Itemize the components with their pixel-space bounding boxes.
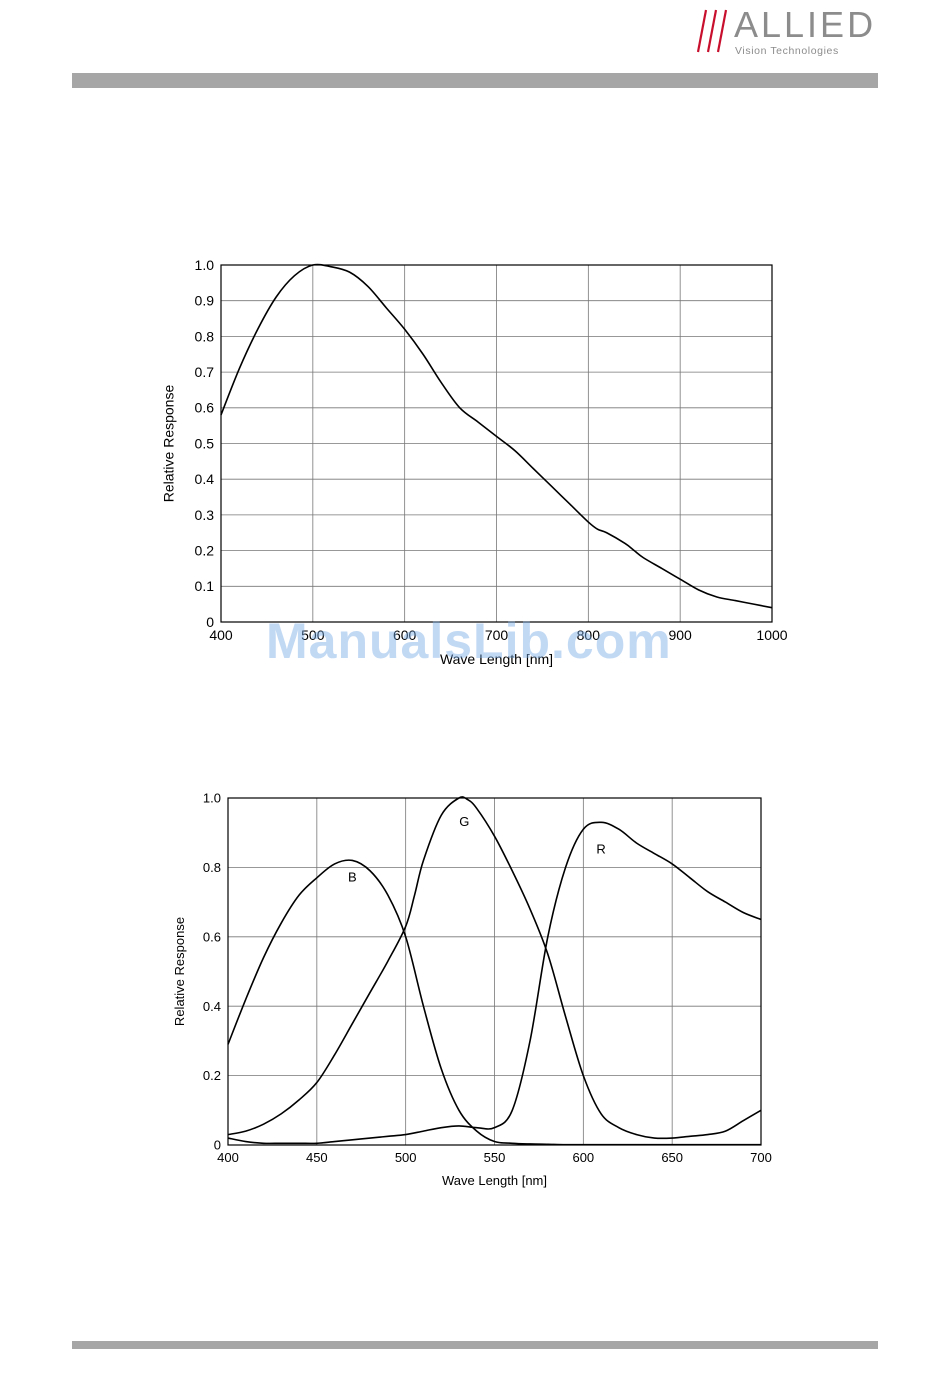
chart-2-xtick-4: 600	[572, 1150, 594, 1165]
chart-1-xtick-0: 400	[209, 627, 233, 643]
chart-1-xtick-3: 700	[485, 627, 509, 643]
color-spectral-response-chart: 400 450 500 550 600 650 700 0 0.2 0.4 0.6 0.8 1.0 Wav…	[172, 791, 772, 1188]
chart-1-xtick-6: 1000	[756, 627, 787, 643]
chart-1-series-0-line	[220, 263, 773, 609]
chart-2-ytick-5: 1.0	[203, 791, 221, 806]
chart-1-ytick-1: 0.1	[195, 578, 215, 594]
chart-2-xtick-6: 700	[750, 1150, 772, 1165]
header-bar	[72, 73, 878, 88]
chart-1-ytick-4: 0.4	[195, 471, 215, 487]
chart-2-xtick-1: 450	[306, 1150, 328, 1165]
chart-2-xtick-3: 550	[484, 1150, 506, 1165]
chart-1-ytick-8: 0.8	[195, 328, 215, 344]
chart-2-plot: 400 450 500 550 600 650 700 0 0.2 0.4 0.6 0.8 1.0 Wav…	[172, 791, 772, 1188]
chart-2-ytick-3: 0.6	[203, 929, 221, 944]
chart-1-plot: 400 500 600 700 800 900 1000 0 0.1 0.2 0.3 0.4 0.5 0.…	[160, 257, 787, 667]
chart-1-ylabel: Relative Response	[160, 385, 176, 503]
chart-2-series-g-label: G	[459, 814, 469, 829]
chart-1-xtick-2: 600	[393, 627, 417, 643]
chart-2-ytick-4: 0.8	[203, 860, 221, 875]
chart-2-ytick-0: 0	[214, 1138, 221, 1153]
chart-2-xlabel: Wave Length [nm]	[442, 1173, 547, 1188]
chart-1-ytick-6: 0.6	[195, 400, 215, 416]
chart-1-xtick-1: 500	[301, 627, 325, 643]
chart-1-frame	[220, 264, 773, 623]
chart-2-series-r-line	[227, 821, 762, 1145]
chart-1-xlabel: Wave Length [nm]	[440, 651, 553, 667]
chart-2-series-b-line	[227, 859, 761, 1146]
chart-1-ytick-2: 0.2	[195, 543, 215, 559]
chart-2-ytick-2: 0.4	[203, 999, 221, 1014]
chart-2-xtick-2: 500	[395, 1150, 417, 1165]
logo-name: ALLIED	[734, 4, 876, 45]
chart-1-ytick-10: 1.0	[195, 257, 215, 273]
mono-spectral-response-chart: 400 500 600 700 800 900 1000 0 0.1 0.2 0.3 0.4 0.5 0.…	[160, 257, 787, 667]
chart-1-ytick-7: 0.7	[195, 364, 215, 380]
footer-bar	[72, 1341, 878, 1349]
chart-2-xtick-5: 650	[661, 1150, 683, 1165]
chart-2-ylabel: Relative Response	[172, 917, 187, 1026]
watermark: ManualsLib.com	[266, 613, 672, 669]
chart-1-xtick-5: 900	[668, 627, 692, 643]
chart-2-series-g-line	[227, 796, 762, 1140]
chart-1-xtick-4: 800	[577, 627, 601, 643]
logo-slashes-icon	[696, 9, 728, 53]
allied-logo: ALLIED Vision Technologies	[696, 4, 876, 57]
chart-1-ytick-0: 0	[206, 614, 214, 630]
chart-1-ytick-5: 0.5	[195, 435, 215, 451]
chart-2-frame	[227, 797, 762, 1146]
chart-1-ytick-9: 0.9	[195, 293, 215, 309]
chart-2-xtick-0: 400	[217, 1150, 239, 1165]
chart-1-ytick-3: 0.3	[195, 507, 215, 523]
chart-2-series-r-label: R	[596, 842, 605, 857]
chart-2-series-b-label: B	[348, 869, 357, 884]
logo-tagline: Vision Technologies	[735, 45, 839, 57]
chart-2-ytick-1: 0.2	[203, 1068, 221, 1083]
